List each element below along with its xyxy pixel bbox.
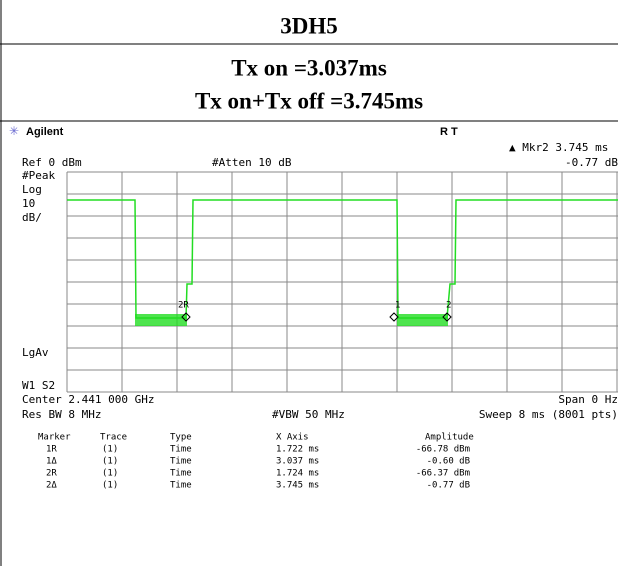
trace-noise bbox=[397, 314, 448, 326]
span: Span 0 Hz bbox=[558, 393, 618, 406]
column-header: Trace bbox=[100, 433, 127, 443]
title: 3DH5 bbox=[280, 13, 338, 38]
table-cell: 1.722 ms bbox=[276, 445, 319, 455]
table-cell: (1) bbox=[102, 457, 118, 467]
column-header: Amplitude bbox=[425, 433, 474, 443]
sweep: Sweep 8 ms (8001 pts) bbox=[479, 408, 618, 421]
grid bbox=[66, 171, 618, 393]
trace-marker: 2 bbox=[446, 301, 451, 311]
trace-noise bbox=[135, 314, 187, 326]
ref-level: Ref 0 dBm bbox=[22, 156, 82, 169]
res-bw: Res BW 8 MHz bbox=[22, 408, 101, 421]
left-label: 10 bbox=[22, 197, 35, 210]
marker-readout: ▲ Mkr2 3.745 ms bbox=[509, 141, 608, 154]
marker-table: Marker Trace Type X Axis Amplitude 1R (1) Time 1… bbox=[38, 433, 474, 491]
table-cell: -66.37 dBm bbox=[416, 469, 470, 479]
table-cell: Time bbox=[170, 445, 192, 455]
column-header: Type bbox=[170, 433, 192, 443]
table-cell: -0.77 dB bbox=[427, 481, 470, 491]
brand: Agilent bbox=[26, 126, 64, 138]
table-cell: Time bbox=[170, 457, 192, 467]
column-header: X Axis bbox=[276, 433, 309, 443]
table-cell: (1) bbox=[102, 445, 118, 455]
table-cell: -66.78 dBm bbox=[416, 445, 470, 455]
trace-mode: W1 S2 bbox=[22, 379, 55, 392]
trace-marker: 1 bbox=[395, 301, 400, 311]
table-cell: Time bbox=[170, 469, 192, 479]
table-cell: 2R bbox=[46, 469, 57, 479]
table-cell: 1R bbox=[46, 445, 57, 455]
logo: ✳ bbox=[9, 124, 19, 138]
column-header: Marker bbox=[38, 433, 71, 443]
left-label: Log bbox=[22, 183, 42, 196]
trace-marker: 2R bbox=[178, 301, 189, 311]
table-cell: 1.724 ms bbox=[276, 469, 319, 479]
header-line: Tx on+Tx off =3.745ms bbox=[195, 88, 423, 113]
table-cell: 3.037 ms bbox=[276, 457, 319, 467]
header-line: Tx on =3.037ms bbox=[231, 55, 387, 80]
left-label: dB/ bbox=[22, 211, 42, 224]
status: R T bbox=[440, 126, 458, 138]
table-cell: 2Δ bbox=[46, 481, 57, 491]
vbw: #VBW 50 MHz bbox=[272, 408, 345, 421]
marker-diamond bbox=[181, 312, 452, 322]
left-label: #Peak bbox=[22, 169, 55, 182]
table-cell: 1Δ bbox=[46, 457, 57, 467]
table-cell: -0.60 dB bbox=[427, 457, 470, 467]
center-freq: Center 2.441 000 GHz bbox=[22, 393, 154, 406]
table-cell: Time bbox=[170, 481, 192, 491]
table-cell: (1) bbox=[102, 469, 118, 479]
table-cell: 3.745 ms bbox=[276, 481, 319, 491]
avg-label: LgAv bbox=[22, 346, 49, 359]
attenuation: #Atten 10 dB bbox=[212, 156, 292, 169]
marker-amplitude: -0.77 dB bbox=[565, 156, 618, 169]
table-cell: (1) bbox=[102, 481, 118, 491]
